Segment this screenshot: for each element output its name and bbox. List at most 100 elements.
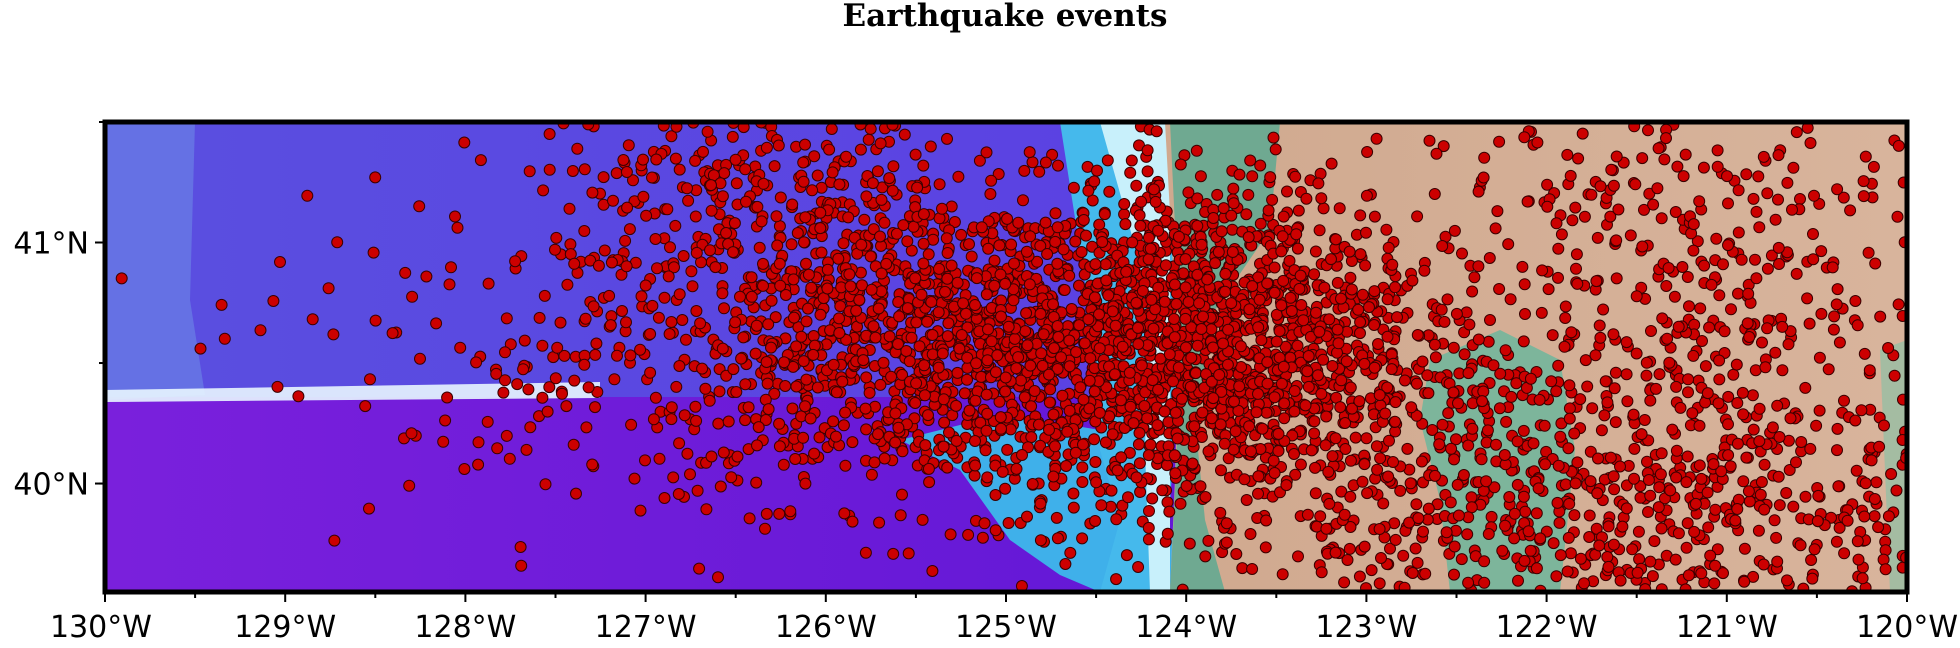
earthquake-marker xyxy=(874,378,887,391)
earthquake-marker xyxy=(941,272,954,285)
earthquake-marker xyxy=(1229,425,1242,438)
earthquake-marker xyxy=(1761,187,1774,200)
earthquake-marker xyxy=(1358,540,1371,553)
earthquake-marker xyxy=(1143,505,1155,517)
earthquake-marker xyxy=(1256,422,1269,435)
earthquake-marker xyxy=(580,421,593,434)
earthquake-marker xyxy=(635,290,648,303)
earthquake-marker xyxy=(933,178,946,191)
earthquake-marker xyxy=(1669,553,1682,566)
map-title: Earthquake events xyxy=(843,0,1168,34)
earthquake-marker xyxy=(541,405,554,418)
earthquake-marker xyxy=(369,171,382,184)
earthquake-marker xyxy=(735,352,748,365)
earthquake-marker xyxy=(1343,245,1356,258)
earthquake-marker xyxy=(1669,206,1682,218)
earthquake-marker xyxy=(989,524,1002,537)
earthquake-marker xyxy=(1688,525,1701,538)
earthquake-marker xyxy=(1770,531,1783,544)
earthquake-marker xyxy=(1406,567,1419,579)
earthquake-marker xyxy=(1868,510,1881,523)
earthquake-marker xyxy=(665,413,678,426)
earthquake-marker xyxy=(774,191,787,204)
earthquake-marker xyxy=(1024,359,1037,372)
earthquake-marker xyxy=(1722,418,1734,431)
earthquake-marker xyxy=(1088,175,1101,188)
earthquake-marker xyxy=(1656,312,1669,325)
earthquake-marker xyxy=(1455,553,1468,566)
earthquake-marker xyxy=(1373,389,1386,401)
earthquake-marker xyxy=(1729,514,1742,527)
earthquake-marker xyxy=(886,184,899,197)
earthquake-marker xyxy=(1493,135,1506,148)
earthquake-marker xyxy=(1647,198,1660,211)
x-tick-label: 125°W xyxy=(955,610,1057,645)
earthquake-marker xyxy=(1172,230,1185,243)
earthquake-marker xyxy=(1211,188,1224,201)
earthquake-marker xyxy=(549,243,561,256)
earthquake-marker xyxy=(1552,459,1565,472)
earthquake-marker xyxy=(673,288,686,301)
earthquake-marker xyxy=(981,471,994,484)
earthquake-marker xyxy=(634,504,647,517)
earthquake-marker xyxy=(586,458,599,471)
earthquake-marker xyxy=(1205,323,1218,336)
earthquake-marker xyxy=(1031,255,1044,268)
earthquake-marker xyxy=(1500,415,1513,428)
earthquake-marker xyxy=(953,342,966,355)
earthquake-marker xyxy=(194,342,207,355)
earthquake-marker xyxy=(854,143,867,156)
earthquake-marker xyxy=(1095,499,1108,512)
earthquake-marker xyxy=(1478,576,1491,589)
earthquake-marker xyxy=(1578,210,1591,223)
earthquake-marker xyxy=(1389,533,1402,546)
earthquake-marker xyxy=(1435,303,1448,316)
earthquake-marker xyxy=(948,216,961,228)
earthquake-marker xyxy=(716,287,729,300)
earthquake-marker xyxy=(1519,505,1532,518)
earthquake-marker xyxy=(779,289,792,301)
earthquake-marker xyxy=(1294,458,1307,471)
earthquake-marker xyxy=(1583,509,1596,522)
earthquake-marker xyxy=(1752,524,1765,537)
earthquake-marker xyxy=(866,177,879,190)
earthquake-marker xyxy=(1448,568,1460,581)
earthquake-marker xyxy=(1857,175,1870,188)
earthquake-marker xyxy=(1084,352,1097,365)
earthquake-marker xyxy=(1640,356,1653,369)
earthquake-marker xyxy=(903,355,916,368)
earthquake-marker xyxy=(716,342,729,355)
earthquake-marker xyxy=(1571,277,1584,290)
earthquake-marker xyxy=(1024,230,1037,243)
earthquake-marker xyxy=(1261,356,1274,369)
earthquake-marker xyxy=(703,394,716,407)
earthquake-marker xyxy=(672,488,685,500)
earthquake-marker xyxy=(1563,402,1576,415)
earthquake-marker xyxy=(1034,439,1047,452)
earthquake-marker xyxy=(1209,257,1222,270)
earthquake-marker xyxy=(1285,305,1298,317)
earthquake-marker xyxy=(991,349,1004,362)
earthquake-marker xyxy=(1329,546,1342,559)
earthquake-marker xyxy=(1141,144,1154,157)
earthquake-marker xyxy=(522,383,535,396)
earthquake-marker xyxy=(1630,290,1643,303)
earthquake-marker xyxy=(1542,283,1555,296)
earthquake-marker xyxy=(1522,525,1535,538)
earthquake-marker xyxy=(1190,144,1203,157)
earthquake-marker xyxy=(1325,157,1338,170)
earthquake-marker xyxy=(1207,392,1220,405)
earthquake-marker xyxy=(1554,430,1567,443)
earthquake-marker xyxy=(743,512,756,525)
earthquake-marker xyxy=(369,314,382,327)
earthquake-marker xyxy=(1653,368,1666,381)
earthquake-marker xyxy=(1070,346,1083,358)
earthquake-marker xyxy=(1790,126,1803,139)
earthquake-marker xyxy=(470,356,483,369)
earthquake-marker xyxy=(1016,449,1028,461)
earthquake-marker xyxy=(1381,330,1394,343)
earthquake-marker xyxy=(898,128,911,141)
earthquake-marker xyxy=(1292,550,1304,563)
earthquake-marker xyxy=(1664,484,1677,497)
earthquake-marker xyxy=(1663,356,1676,369)
